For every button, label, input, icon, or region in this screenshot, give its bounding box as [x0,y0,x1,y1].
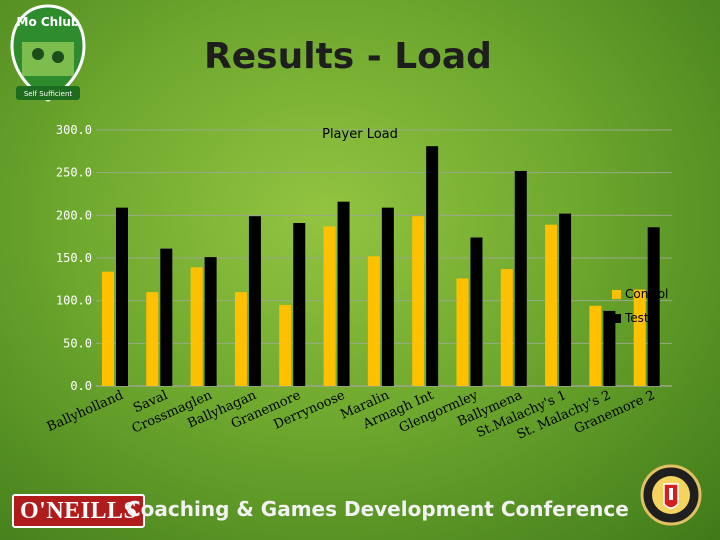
bar-test [116,207,128,386]
x-tick-label: Ballyholland [45,388,126,435]
bar-control [412,216,425,386]
x-axis-labels: Ballyholland SavalCrossmaglenBallyhaganGr… [45,388,658,443]
bar-control [456,278,469,386]
y-tick-label: 100.0 [56,294,92,308]
bar-test [293,223,306,386]
bar-control [367,256,380,386]
ulster-gaa-crest [640,464,702,526]
slide-title: Results - Load [204,36,492,77]
bar-control [102,271,114,386]
bar-control [633,289,646,386]
y-tick-label: 0.0 [70,379,92,393]
conference-title: Coaching & Games Development Conference [126,497,629,521]
bar-control [589,305,602,386]
y-tick-label: 150.0 [56,251,92,265]
bar-test [514,170,527,386]
bar-test [559,213,572,386]
bar-control [234,292,247,386]
y-tick-label: 300.0 [56,123,92,137]
legend-swatch-control [612,289,621,299]
bar-test [160,248,173,386]
y-tick-label: 250.0 [56,166,92,180]
y-tick-label: 50.0 [63,336,92,350]
legend-swatch-test [612,313,621,323]
bar-test [337,201,350,386]
logo-title: Mo Chlub [17,15,80,29]
bar-control [323,226,336,386]
bar-control [146,292,159,386]
logo-tagline: Self Sufficient [24,90,73,98]
bar-control [545,224,558,386]
bar-control [500,269,513,386]
bar-test [248,216,261,386]
legend-item-test: Test [612,306,668,330]
bars [102,146,660,386]
chart-title: Player Load [322,127,398,142]
bar-test [470,237,483,386]
bar-test [603,310,616,386]
legend-label-test: Test [625,311,649,325]
bar-test [647,227,660,386]
y-tick-label: 200.0 [56,208,92,222]
bar-control [279,304,292,386]
y-axis-ticks: 0.0 50.0 100.0 150.0 200.0 250.0 300.0 [56,123,92,393]
bar-control [190,267,203,386]
bar-test [204,257,217,386]
bar-test [426,146,439,386]
legend-label-control: Control [625,287,669,301]
bar-test [381,207,394,386]
legend-item-control: Control [612,282,668,306]
legend: Control Test [612,282,668,330]
mo-chlub-logo: Mo Chlub Self Sufficient [10,4,86,102]
oneills-brand: O'NEILLS [12,494,146,528]
